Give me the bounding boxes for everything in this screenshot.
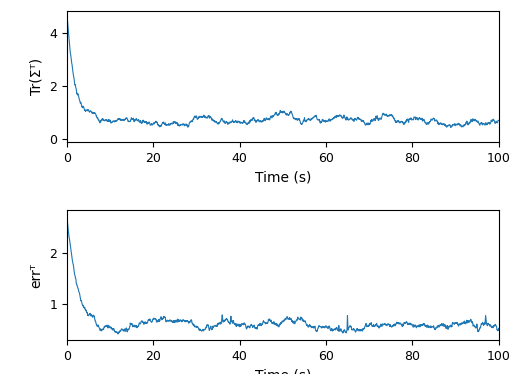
X-axis label: Time (s): Time (s) — [254, 369, 311, 374]
Y-axis label: errᵀ: errᵀ — [30, 263, 44, 288]
X-axis label: Time (s): Time (s) — [254, 170, 311, 184]
Y-axis label: Tr(Σᵀ): Tr(Σᵀ) — [29, 58, 44, 95]
